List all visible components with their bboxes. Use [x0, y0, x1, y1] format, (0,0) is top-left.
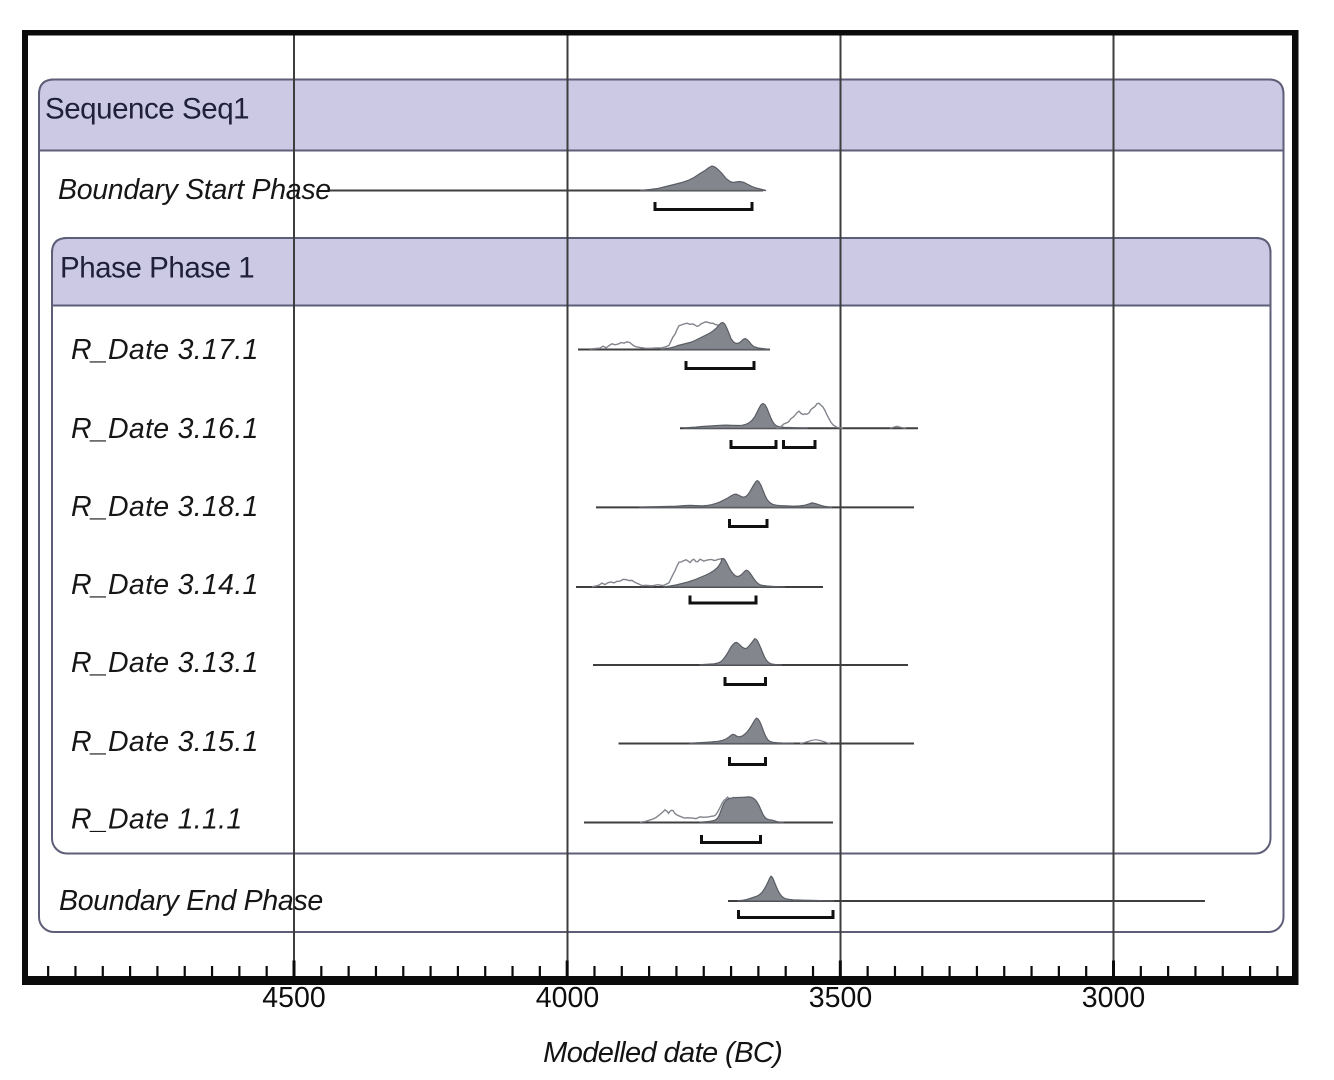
svg-text:4000: 4000	[536, 982, 599, 1014]
svg-text:R_Date 3.13.1: R_Date 3.13.1	[71, 647, 259, 679]
svg-text:Phase Phase 1: Phase Phase 1	[60, 252, 254, 285]
svg-text:R_Date 3.17.1: R_Date 3.17.1	[71, 334, 259, 366]
svg-text:Sequence Seq1: Sequence Seq1	[45, 93, 249, 126]
svg-text:R_Date 3.15.1: R_Date 3.15.1	[71, 726, 259, 758]
svg-text:Boundary Start Phase: Boundary Start Phase	[58, 174, 331, 206]
svg-text:Modelled date (BC): Modelled date (BC)	[543, 1037, 782, 1069]
svg-text:4500: 4500	[262, 982, 325, 1014]
svg-text:3000: 3000	[1082, 982, 1145, 1014]
svg-text:Boundary End Phase: Boundary End Phase	[59, 885, 323, 917]
svg-text:3500: 3500	[809, 982, 872, 1014]
svg-text:R_Date 1.1.1: R_Date 1.1.1	[71, 804, 243, 836]
svg-text:R_Date 3.16.1: R_Date 3.16.1	[71, 413, 259, 445]
svg-text:R_Date 3.14.1: R_Date 3.14.1	[71, 569, 259, 601]
svg-text:R_Date 3.18.1: R_Date 3.18.1	[71, 491, 259, 523]
